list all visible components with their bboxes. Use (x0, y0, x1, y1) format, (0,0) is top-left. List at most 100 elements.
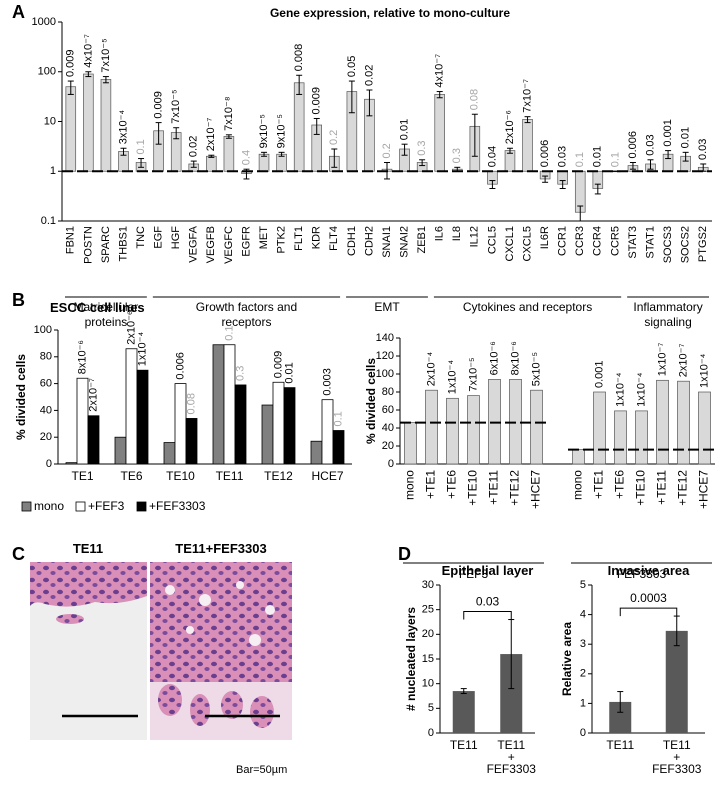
p-value: 1x10⁻⁴ (136, 332, 148, 367)
bar (65, 86, 77, 172)
x-tick-label: FLT1 (293, 226, 305, 251)
x-tick-label: IL6R (539, 226, 551, 249)
p-value: 0.3 (234, 366, 246, 381)
p-value: 0.001 (593, 360, 605, 388)
p-value: 0.02 (363, 65, 375, 86)
x-tick-label: TE12 (264, 469, 293, 483)
x-tick-label: THBS1 (117, 226, 129, 261)
p-value: 4x10⁻⁷ (82, 34, 94, 68)
x-tick-label: IL6 (434, 226, 446, 241)
x-tick-label: CXCL1 (504, 226, 516, 261)
bar (212, 344, 225, 465)
x-tick-label: ZEB1 (416, 226, 428, 254)
bar (332, 430, 345, 465)
p-value: 1x10⁻⁴ (635, 372, 647, 407)
bar (321, 399, 334, 465)
bar (698, 391, 711, 465)
bar (223, 344, 236, 465)
y-tick-label: 5 (428, 702, 434, 714)
bar (163, 442, 176, 465)
y-tick-label: 0 (388, 458, 394, 470)
x-tick-label: TE10 (166, 469, 195, 483)
x-tick-label: TE1 (71, 469, 93, 483)
p-value: 1x10⁻⁷ (656, 343, 668, 377)
x-tick-label: CDH1 (346, 226, 358, 256)
bar (114, 436, 127, 465)
bar (87, 415, 100, 465)
x-tick-label: +TE1 (592, 470, 606, 499)
x-tick-label: EGFR (240, 226, 252, 257)
bar (656, 379, 669, 465)
p-value: 0.006 (539, 140, 551, 168)
x-tick-label: TE11 (450, 738, 478, 752)
x-tick-label: +TE11 (655, 470, 669, 505)
x-tick-label: SNAI1 (381, 226, 393, 258)
group-label: Cytokines and receptors (463, 300, 592, 314)
group-label: Growth factors and (196, 300, 297, 314)
x-tick-label: mono (571, 470, 585, 500)
p-value: 0.1 (332, 411, 344, 426)
x-tick-label: STAT1 (644, 226, 656, 259)
x-tick-label: FEF3303 (652, 762, 702, 776)
bar (446, 397, 459, 465)
p-value: 0.01 (398, 119, 410, 140)
x-tick-label: SPARC (100, 226, 112, 263)
y-tick-label: 3 (580, 638, 586, 650)
y-tick-label: 0.1 (41, 215, 56, 227)
x-tick-label: +TE10 (466, 470, 480, 506)
x-tick-label: FLT4 (328, 226, 340, 251)
p-value: 7x10⁻⁵ (170, 89, 182, 123)
p-value: 1x10⁻⁴ (698, 353, 710, 388)
y-tick-label: 100 (376, 368, 394, 380)
x-tick-label: TE11 (606, 738, 634, 752)
x-tick-label: TE11 (216, 469, 244, 483)
comparison-p-value: 0.03 (476, 595, 500, 609)
bar (522, 119, 533, 172)
x-tick-label: TE11 (663, 738, 691, 752)
x-tick-label: SNAI2 (398, 226, 410, 258)
p-value: 2x10⁻⁶ (125, 311, 137, 345)
p-value: 0.009 (153, 91, 165, 119)
y-tick-label: 20 (382, 440, 394, 452)
p-value: 9x10⁻⁵ (258, 114, 270, 148)
bar (614, 410, 627, 465)
x-tick-label: POSTN (82, 226, 94, 264)
x-tick-label: PTK2 (276, 226, 288, 254)
bar (223, 136, 235, 172)
p-value: 0.006 (174, 352, 186, 380)
p-value: 0.01 (592, 146, 604, 167)
bar (272, 381, 285, 465)
p-value: 7x10⁻⁵ (467, 357, 479, 391)
bar (452, 691, 475, 733)
x-tick-label: MET (258, 226, 270, 250)
x-tick-label: IL12 (469, 226, 481, 247)
y-tick-label: 2 (580, 668, 586, 680)
p-value: 0.009 (311, 87, 323, 115)
comparison-bracket (619, 607, 678, 617)
y-tick-label: 1 (580, 697, 586, 709)
x-tick-label: CCR5 (609, 226, 621, 256)
p-value: 6x10⁻⁶ (488, 341, 500, 375)
p-value: 2x10⁻⁴ (425, 352, 437, 387)
x-tick-label: IL8 (451, 226, 463, 241)
p-value: 2x10⁻⁷ (205, 118, 217, 152)
y-tick-label: 1000 (32, 16, 56, 28)
p-value: 1x10⁻⁴ (614, 372, 626, 407)
group-label: FEF3 (459, 567, 489, 581)
x-tick-label: VEGFC (223, 226, 235, 264)
y-tick-label: 60 (382, 404, 394, 416)
x-tick-label: +HCE7 (697, 470, 711, 509)
x-tick-label: +HCE7 (529, 470, 543, 509)
x-tick-label: PTGS2 (697, 226, 709, 262)
y-tick-label: 100 (38, 66, 56, 78)
x-tick-label: CDH2 (363, 226, 375, 256)
x-tick-label: +TE10 (634, 470, 648, 506)
x-tick-label: +TE12 (676, 470, 690, 506)
p-value: 0.009 (65, 50, 77, 78)
p-value: 0.4 (240, 150, 252, 165)
y-tick-label: 25 (422, 604, 434, 616)
p-value: 0.1 (574, 152, 586, 167)
x-tick-label: TNC (135, 226, 147, 249)
p-value: 0.04 (486, 146, 498, 167)
